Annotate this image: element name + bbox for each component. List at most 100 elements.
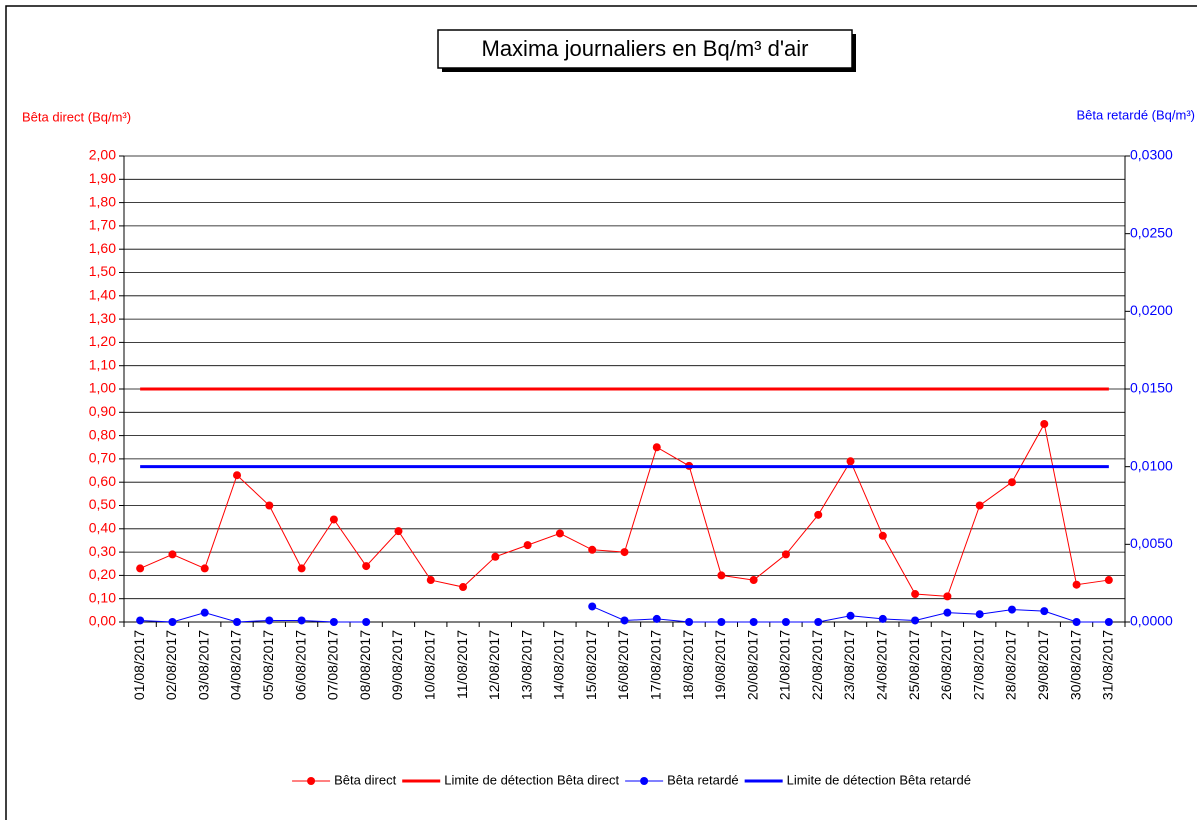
data-point bbox=[1040, 419, 1049, 428]
data-point bbox=[911, 616, 920, 625]
data-point bbox=[717, 618, 726, 626]
y-tick-label: 1,00 bbox=[89, 380, 116, 396]
y2-tick-label: 0,0250 bbox=[1130, 224, 1173, 240]
data-point bbox=[523, 541, 532, 550]
data-point bbox=[394, 527, 403, 536]
data-point bbox=[265, 501, 274, 510]
data-point bbox=[426, 576, 435, 585]
data-point bbox=[588, 602, 597, 611]
data-point bbox=[975, 610, 984, 619]
data-point bbox=[265, 616, 274, 625]
legend-label: Limite de détection Bêta retardé bbox=[787, 772, 971, 787]
y-tick-label: 1,40 bbox=[89, 287, 116, 303]
x-tick-label: 11/08/2017 bbox=[454, 630, 470, 699]
x-tick-label: 21/08/2017 bbox=[777, 630, 793, 700]
y-tick-label: 0,00 bbox=[89, 613, 116, 629]
y-tick-label: 1,10 bbox=[89, 356, 116, 372]
legend: Bêta direct Limite de détection Bêta dire… bbox=[292, 772, 971, 787]
x-tick-label: 17/08/2017 bbox=[647, 630, 663, 700]
y-tick-label: 0,90 bbox=[89, 403, 116, 419]
x-tick-label: 16/08/2017 bbox=[615, 630, 631, 700]
data-point bbox=[781, 618, 790, 626]
data-point bbox=[846, 457, 855, 466]
x-tick-label: 06/08/2017 bbox=[292, 630, 308, 700]
data-point bbox=[362, 618, 371, 626]
data-point bbox=[814, 618, 823, 626]
y-tick-label: 0,10 bbox=[89, 589, 116, 605]
y-tick-label: 0,50 bbox=[89, 496, 116, 512]
data-point bbox=[1072, 618, 1081, 626]
x-tick-label: 22/08/2017 bbox=[809, 630, 825, 700]
y2-tick-label: 0,0000 bbox=[1130, 613, 1173, 629]
data-point bbox=[297, 616, 306, 625]
y-tick-label: 1,70 bbox=[89, 217, 116, 233]
data-point bbox=[362, 562, 371, 571]
x-tick-label: 08/08/2017 bbox=[357, 630, 373, 700]
x-tick-label: 26/08/2017 bbox=[938, 630, 954, 700]
y-tick-label: 0,20 bbox=[89, 566, 116, 582]
x-tick-label: 31/08/2017 bbox=[1100, 630, 1116, 700]
data-point bbox=[1104, 618, 1113, 626]
x-tick-label: 30/08/2017 bbox=[1067, 630, 1083, 700]
data-point bbox=[1007, 605, 1016, 614]
x-tick-label: 13/08/2017 bbox=[518, 630, 534, 700]
y-tick-label: 0,80 bbox=[89, 426, 116, 442]
y2-axis-label: Bêta retardé (Bq/m³) bbox=[1077, 107, 1196, 122]
x-tick-label: 20/08/2017 bbox=[744, 630, 760, 700]
data-point bbox=[620, 548, 629, 557]
y2-tick-label: 0,0300 bbox=[1130, 147, 1173, 163]
data-point bbox=[878, 531, 887, 540]
y2-tick-label: 0,0100 bbox=[1130, 457, 1173, 473]
data-point bbox=[652, 443, 661, 452]
data-point bbox=[329, 618, 338, 626]
data-point bbox=[652, 614, 661, 623]
y-tick-label: 0,60 bbox=[89, 473, 116, 489]
x-tick-label: 18/08/2017 bbox=[680, 630, 696, 700]
y-tick-label: 1,50 bbox=[89, 263, 116, 279]
x-tick-label: 23/08/2017 bbox=[841, 630, 857, 700]
data-point bbox=[491, 552, 500, 561]
y-tick-label: 1,30 bbox=[89, 310, 116, 326]
y2-tick-label: 0,0050 bbox=[1130, 535, 1173, 551]
data-point bbox=[814, 510, 823, 519]
data-point bbox=[297, 564, 306, 573]
data-point bbox=[136, 616, 145, 625]
y-tick-label: 1,90 bbox=[89, 170, 116, 186]
x-tick-label: 29/08/2017 bbox=[1035, 630, 1051, 700]
title-box bbox=[437, 29, 853, 69]
data-point bbox=[975, 501, 984, 510]
y-tick-label: 1,60 bbox=[89, 240, 116, 256]
data-point bbox=[943, 592, 952, 601]
data-point bbox=[168, 618, 177, 626]
data-point bbox=[136, 564, 145, 573]
x-tick-label: 28/08/2017 bbox=[1003, 630, 1019, 700]
data-point bbox=[911, 590, 920, 599]
data-point bbox=[1072, 580, 1081, 589]
data-point bbox=[233, 618, 242, 626]
data-point bbox=[749, 618, 758, 626]
data-point bbox=[685, 618, 694, 626]
data-point bbox=[620, 616, 629, 625]
data-point bbox=[329, 515, 338, 524]
data-point bbox=[459, 583, 468, 592]
legend-label: Limite de détection Bêta direct bbox=[444, 772, 619, 787]
data-point bbox=[878, 614, 887, 623]
x-tick-label: 09/08/2017 bbox=[389, 630, 405, 700]
y2-tick-label: 0,0200 bbox=[1130, 302, 1173, 318]
x-tick-label: 27/08/2017 bbox=[970, 630, 986, 700]
data-point bbox=[1007, 478, 1016, 487]
data-point bbox=[943, 608, 952, 617]
x-tick-label: 01/08/2017 bbox=[131, 630, 147, 700]
y-tick-label: 0,30 bbox=[89, 543, 116, 559]
data-point bbox=[749, 576, 758, 585]
legend-label: Bêta retardé bbox=[667, 772, 739, 787]
data-point bbox=[588, 545, 597, 554]
data-point bbox=[168, 550, 177, 559]
y-tick-label: 1,20 bbox=[89, 333, 116, 349]
x-tick-label: 07/08/2017 bbox=[325, 630, 341, 700]
y-axis-label: Bêta direct (Bq/m³) bbox=[22, 109, 131, 124]
x-tick-label: 12/08/2017 bbox=[486, 630, 502, 700]
data-point bbox=[200, 608, 209, 617]
data-point bbox=[717, 571, 726, 580]
